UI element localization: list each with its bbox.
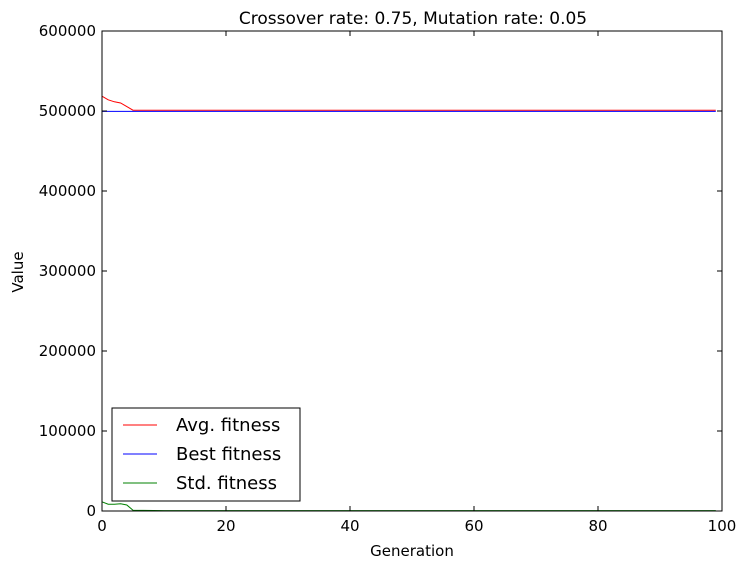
x-tick-label: 60 [464, 517, 483, 535]
legend-label: Avg. fitness [176, 415, 280, 436]
x-tick-label: 20 [216, 517, 235, 535]
x-tick-label: 80 [588, 517, 607, 535]
plot-area: 0 20 40 60 80 100 0 100000 200000 300000 400000 500… [39, 22, 737, 535]
chart-title: Crossover rate: 0.75, Mutation rate: 0.0… [239, 9, 587, 29]
x-tick-label: 100 [708, 517, 737, 535]
series-line-0 [101, 95, 716, 111]
x-tick-label: 0 [97, 517, 107, 535]
legend-label: Best fitness [176, 444, 281, 465]
x-axis-label: Generation [370, 542, 454, 560]
y-tick-label: 300000 [39, 262, 96, 280]
y-tick-label: 0 [86, 502, 96, 520]
y-tick-label: 500000 [39, 102, 96, 120]
y-tick-label: 200000 [39, 342, 96, 360]
y-tick-label: 100000 [39, 422, 96, 440]
legend: Avg. fitness Best fitness Std. fitness [111, 407, 301, 502]
y-tick-label: 400000 [39, 182, 96, 200]
y-tick-label: 600000 [39, 22, 96, 40]
x-tick-label: 40 [340, 517, 359, 535]
legend-label: Std. fitness [176, 473, 277, 494]
y-axis-label: Value [9, 251, 27, 292]
